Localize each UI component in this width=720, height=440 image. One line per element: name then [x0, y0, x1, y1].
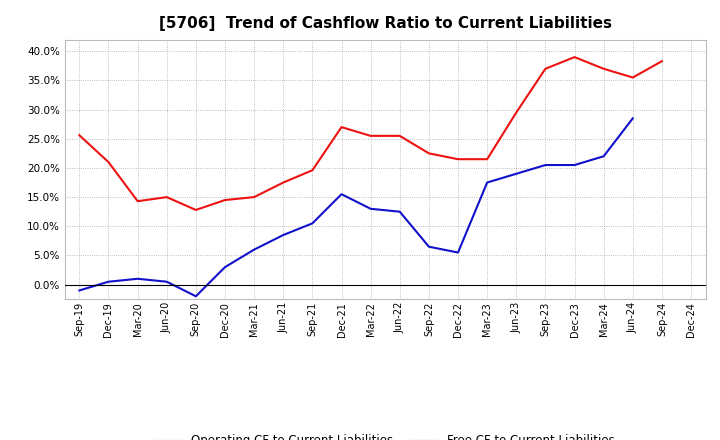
Free CF to Current Liabilities	[192, 293, 200, 299]
Free CF to Current Liabilities	[454, 250, 462, 255]
Operating CF to Current Liabilities	[599, 66, 608, 71]
Operating CF to Current Liabilities	[425, 151, 433, 156]
Operating CF to Current Liabilities	[541, 66, 550, 71]
Operating CF to Current Liabilities	[366, 133, 375, 139]
Free CF to Current Liabilities	[599, 154, 608, 159]
Operating CF to Current Liabilities	[395, 133, 404, 139]
Free CF to Current Liabilities	[308, 221, 317, 226]
Operating CF to Current Liabilities	[483, 157, 492, 162]
Free CF to Current Liabilities	[541, 162, 550, 168]
Operating CF to Current Liabilities	[220, 198, 229, 203]
Free CF to Current Liabilities	[395, 209, 404, 214]
Free CF to Current Liabilities	[570, 162, 579, 168]
Free CF to Current Liabilities	[133, 276, 142, 282]
Operating CF to Current Liabilities	[75, 132, 84, 138]
Free CF to Current Liabilities	[250, 247, 258, 252]
Operating CF to Current Liabilities	[279, 180, 287, 185]
Operating CF to Current Liabilities	[250, 194, 258, 200]
Operating CF to Current Liabilities	[570, 55, 579, 60]
Operating CF to Current Liabilities	[308, 168, 317, 173]
Operating CF to Current Liabilities	[163, 194, 171, 200]
Operating CF to Current Liabilities	[512, 110, 521, 115]
Free CF to Current Liabilities	[512, 171, 521, 176]
Free CF to Current Liabilities	[163, 279, 171, 284]
Free CF to Current Liabilities	[220, 264, 229, 270]
Operating CF to Current Liabilities	[104, 159, 113, 165]
Free CF to Current Liabilities	[104, 279, 113, 284]
Free CF to Current Liabilities	[425, 244, 433, 249]
Line: Operating CF to Current Liabilities: Operating CF to Current Liabilities	[79, 57, 662, 210]
Title: [5706]  Trend of Cashflow Ratio to Current Liabilities: [5706] Trend of Cashflow Ratio to Curren…	[158, 16, 612, 32]
Operating CF to Current Liabilities	[337, 125, 346, 130]
Operating CF to Current Liabilities	[454, 157, 462, 162]
Legend: Operating CF to Current Liabilities, Free CF to Current Liabilities: Operating CF to Current Liabilities, Fre…	[151, 430, 619, 440]
Free CF to Current Liabilities	[483, 180, 492, 185]
Free CF to Current Liabilities	[75, 288, 84, 293]
Free CF to Current Liabilities	[366, 206, 375, 211]
Line: Free CF to Current Liabilities: Free CF to Current Liabilities	[79, 118, 633, 296]
Operating CF to Current Liabilities	[657, 59, 666, 64]
Free CF to Current Liabilities	[337, 191, 346, 197]
Operating CF to Current Liabilities	[192, 207, 200, 213]
Operating CF to Current Liabilities	[629, 75, 637, 80]
Free CF to Current Liabilities	[629, 116, 637, 121]
Free CF to Current Liabilities	[279, 232, 287, 238]
Operating CF to Current Liabilities	[133, 198, 142, 204]
